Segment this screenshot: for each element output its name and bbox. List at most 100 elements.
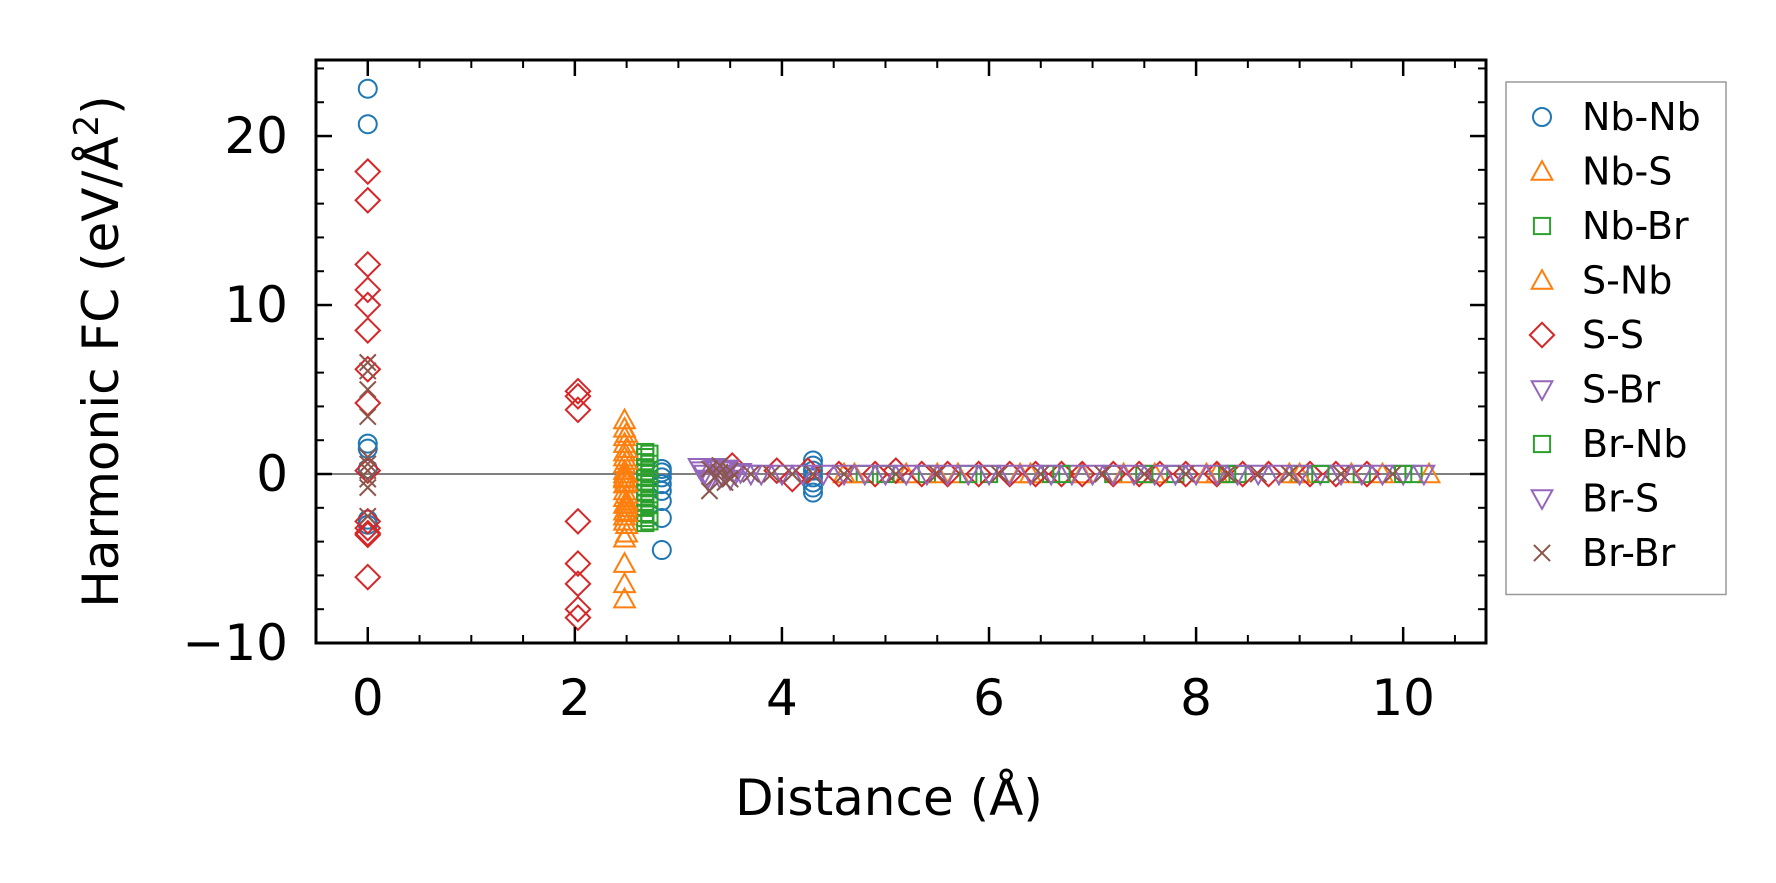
point-br-br-33 — [1332, 465, 1350, 483]
point-nb-s-18 — [612, 571, 637, 594]
series-s-s — [354, 157, 1381, 632]
legend-marker-s-s — [1528, 321, 1556, 349]
legend-label-br-s: Br-S — [1582, 477, 1659, 521]
point-br-br-30 — [1218, 465, 1236, 483]
point-br-br-0 — [358, 353, 377, 372]
point-nb-s-26 — [1070, 461, 1095, 484]
point-s-s-12 — [354, 521, 382, 549]
point-s-nb-0 — [614, 421, 639, 443]
point-nb-nb-2 — [357, 433, 378, 454]
point-s-br-16 — [1018, 464, 1043, 487]
point-s-nb-10 — [614, 520, 639, 543]
point-br-s-7 — [832, 464, 857, 487]
legend-entry-s-s: S-S — [1528, 313, 1644, 357]
point-br-br-19 — [762, 465, 781, 483]
point-s-br-10 — [769, 464, 794, 487]
legend-entry-nb-nb: Nb-Nb — [1532, 95, 1701, 139]
y-tick-label: 10 — [224, 276, 288, 334]
point-br-br-25 — [990, 465, 1009, 483]
point-s-br-18 — [1101, 464, 1126, 487]
point-s-nb-2 — [614, 448, 639, 470]
x-tick-label: 2 — [559, 669, 591, 727]
series-nb-nb — [357, 78, 823, 561]
legend-entry-br-s: Br-S — [1529, 477, 1659, 521]
point-s-s-31 — [965, 460, 993, 488]
point-br-br-2 — [358, 407, 377, 426]
y-axis-title-main: Harmonic FC (eV/Å — [72, 136, 130, 607]
point-br-s-16 — [1204, 464, 1229, 487]
point-s-s-6 — [354, 355, 382, 383]
point-br-nb-1 — [640, 454, 659, 473]
legend-entry-s-nb: S-Nb — [1529, 259, 1672, 303]
point-nb-s-31 — [1417, 461, 1442, 484]
point-br-br-23 — [887, 465, 905, 483]
point-br-br-26 — [1031, 465, 1050, 483]
y-axis-title: Harmonic FC (eV/Å2) — [67, 95, 130, 607]
series-br-nb — [640, 444, 1413, 531]
point-br-br-17 — [721, 470, 739, 488]
point-br-br-5 — [358, 461, 377, 480]
point-br-br-6 — [358, 470, 377, 488]
point-s-br-15 — [976, 464, 1002, 487]
legend-entry-s-br: S-Br — [1529, 368, 1661, 412]
point-s-s-5 — [354, 316, 382, 344]
y-tick-label: 0 — [256, 445, 288, 503]
point-nb-nb-1 — [357, 114, 378, 135]
point-br-s-11 — [997, 464, 1022, 487]
point-s-br-12 — [852, 464, 877, 487]
x-tick-label: 0 — [352, 669, 384, 727]
legend-label-nb-nb: Nb-Nb — [1582, 95, 1701, 139]
point-br-br-32 — [1280, 465, 1299, 483]
point-br-nb-4 — [640, 485, 659, 504]
point-br-br-1 — [358, 362, 377, 380]
point-nb-nb-15 — [802, 450, 823, 471]
series-nb-br — [636, 442, 1423, 533]
x-tick-label: 4 — [766, 669, 798, 727]
point-s-nb-11 — [614, 492, 639, 514]
point-s-s-8 — [354, 457, 382, 485]
point-s-s-13 — [354, 563, 382, 591]
legend-label-br-br: Br-Br — [1582, 531, 1676, 575]
point-br-br-29 — [1176, 465, 1195, 483]
x-axis-title: Distance (Å) — [735, 769, 1043, 827]
series-nb-s — [612, 407, 1442, 609]
legend: Nb-Nb Nb-S Nb-Br S-Nb S-S S-Br Br-Nb Br-S Br-Br — [1505, 81, 1727, 596]
series-br-br — [358, 353, 1402, 526]
y-tick-label: −10 — [182, 614, 288, 672]
point-s-br-24 — [1349, 464, 1374, 487]
point-nb-s-17 — [612, 551, 637, 573]
point-nb-nb-5 — [357, 509, 378, 530]
point-br-br-34 — [1384, 465, 1402, 483]
data-marks — [316, 78, 1486, 632]
legend-label-nb-br: Nb-Br — [1582, 204, 1689, 248]
legend-marker-nb-nb — [1532, 107, 1552, 127]
point-s-br-13 — [894, 464, 919, 487]
point-s-nb-17 — [1287, 461, 1312, 484]
point-s-nb-16 — [1194, 461, 1219, 484]
legend-marker-s-nb — [1529, 268, 1555, 290]
point-br-nb-2 — [640, 464, 659, 484]
point-br-s-18 — [1287, 464, 1312, 487]
point-br-br-18 — [742, 465, 760, 483]
point-br-s-21 — [1411, 464, 1436, 487]
legend-marker-s-br — [1529, 380, 1555, 402]
point-br-nb-3 — [640, 475, 659, 494]
point-s-br-9 — [749, 464, 774, 487]
point-s-s-39 — [1172, 460, 1200, 488]
point-s-br-11 — [811, 464, 836, 487]
legend-marker-nb-s — [1529, 159, 1555, 181]
x-tick-label: 6 — [973, 669, 1005, 727]
point-br-br-22 — [835, 465, 853, 483]
point-s-br-17 — [1059, 464, 1084, 487]
data-points — [354, 78, 1442, 632]
point-br-s-13 — [1080, 464, 1105, 487]
point-br-br-27 — [1094, 465, 1112, 483]
axes: 0 2 4 6 8 10 −10 0 10 20 Distance (Å) Harmonic FC (… — [67, 58, 1488, 827]
point-s-br-22 — [1266, 464, 1291, 487]
legend-label-s-s: S-S — [1582, 313, 1644, 357]
point-nb-nb-0 — [357, 78, 378, 99]
point-s-s-4 — [354, 291, 382, 319]
point-s-s-2 — [354, 250, 382, 279]
